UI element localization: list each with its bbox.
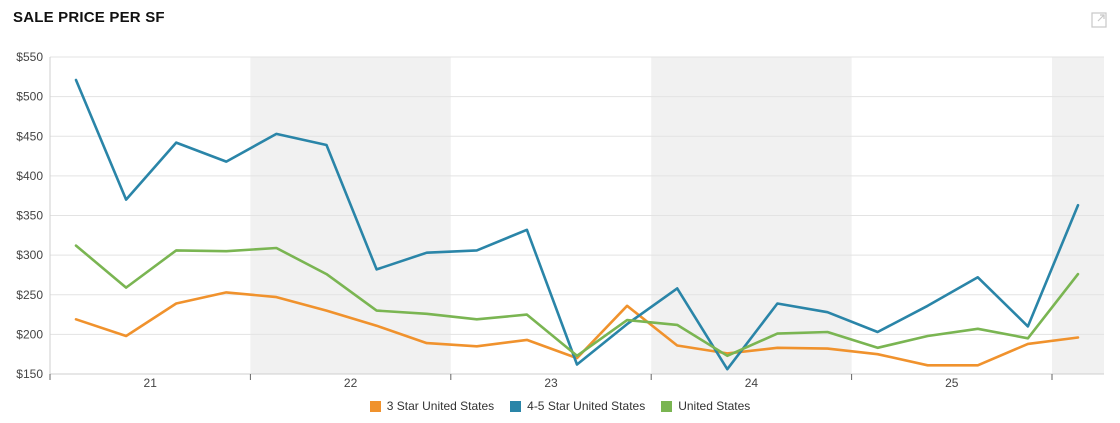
- series-line-3-star-united-states: [74, 291, 1080, 367]
- legend-item-3-star[interactable]: 3 Star United States: [369, 399, 495, 413]
- legend-label-united-states: United States: [678, 399, 751, 413]
- legend-label-4-5-star: 4-5 Star United States: [527, 399, 646, 413]
- x-tick-label-22: 22: [344, 376, 358, 390]
- legend-label-3-star: 3 Star United States: [386, 399, 495, 413]
- y-tick-label: $250: [16, 288, 43, 302]
- expand-icon[interactable]: [1091, 12, 1107, 28]
- line-chart: $150 $200 $250 $300 $350 $400 $450 $500 $550 21 22…: [16, 50, 1104, 390]
- legend-item-united-states[interactable]: United States: [661, 399, 750, 413]
- y-tick-label: $150: [16, 367, 43, 381]
- legend-swatch-united-states: [661, 400, 673, 412]
- y-tick-label: $200: [16, 327, 43, 341]
- y-tick-label: $400: [16, 169, 43, 183]
- legend-swatch-3-star: [369, 400, 381, 412]
- y-tick-label: $300: [16, 248, 43, 262]
- chart-legend: 3 Star United States 4-5 Star United Sta…: [0, 399, 1120, 413]
- legend-item-4-5-star[interactable]: 4-5 Star United States: [510, 399, 645, 413]
- y-tick-label: $350: [16, 209, 43, 223]
- x-tick-label-21: 21: [144, 376, 158, 390]
- series-line-4-5-star-united-states: [74, 78, 1080, 371]
- x-tick-label-24: 24: [745, 376, 759, 390]
- legend-swatch-4-5-star: [510, 400, 522, 412]
- y-tick-label: $450: [16, 129, 43, 143]
- series-line-united-states: [74, 244, 1080, 358]
- y-tick-label: $500: [16, 90, 43, 104]
- chart-title: SALE PRICE PER SF: [13, 9, 165, 26]
- y-tick-label: $550: [16, 50, 43, 64]
- x-tick-label-23: 23: [544, 376, 558, 390]
- x-tick-label-25: 25: [945, 376, 959, 390]
